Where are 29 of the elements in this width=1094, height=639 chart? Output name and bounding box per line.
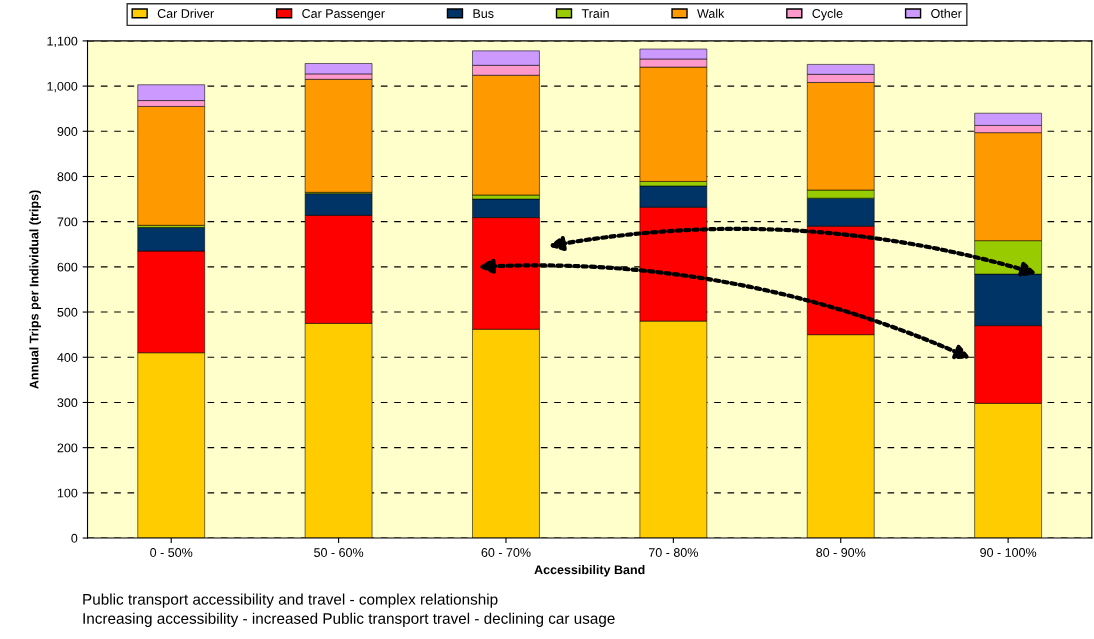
x-tick-label: 70 - 80% bbox=[648, 548, 698, 557]
legend-label: Bus bbox=[473, 9, 494, 18]
legend-label: Train bbox=[581, 8, 609, 18]
y-tick-label: 400 bbox=[57, 353, 78, 362]
y-tick-label: 1,100 bbox=[47, 36, 78, 48]
y-tick-label: 600 bbox=[57, 262, 78, 272]
text: Public transport accessibility and travel - complex relationship bbox=[83, 593, 498, 608]
y-axis-title: Annual Trips per Individual (trips) bbox=[29, 190, 41, 389]
legend-label: Walk bbox=[697, 8, 725, 18]
x-tick-label: 50 - 60% bbox=[314, 548, 364, 557]
legend-label: Cycle bbox=[812, 8, 843, 21]
y-tick-label: 100 bbox=[57, 488, 78, 498]
y-tick-label: 300 bbox=[57, 398, 78, 408]
y-tick-label: 700 bbox=[57, 217, 78, 227]
legend-label: Car Passenger bbox=[302, 9, 385, 21]
legend-label: Other bbox=[931, 8, 962, 18]
legend-label: Car Driver bbox=[157, 8, 214, 18]
y-tick-label: 500 bbox=[57, 307, 78, 317]
x-axis-title: Accessibility Band bbox=[534, 564, 645, 577]
y-tick-label: 900 bbox=[57, 127, 78, 136]
text: Increasing accessibility - increased Public transport travel - declining car usage bbox=[83, 612, 615, 627]
x-tick-label: 80 - 90% bbox=[816, 548, 866, 557]
x-tick-label: 90 - 100% bbox=[980, 548, 1037, 557]
y-tick-label: 1,000 bbox=[47, 81, 78, 93]
y-tick-label: 200 bbox=[57, 443, 78, 453]
x-tick-label: 0 - 50% bbox=[150, 548, 193, 557]
y-tick-label: 800 bbox=[57, 172, 78, 182]
y-tick-label: 0 bbox=[71, 533, 78, 543]
x-tick-label: 60 - 70% bbox=[481, 548, 531, 557]
